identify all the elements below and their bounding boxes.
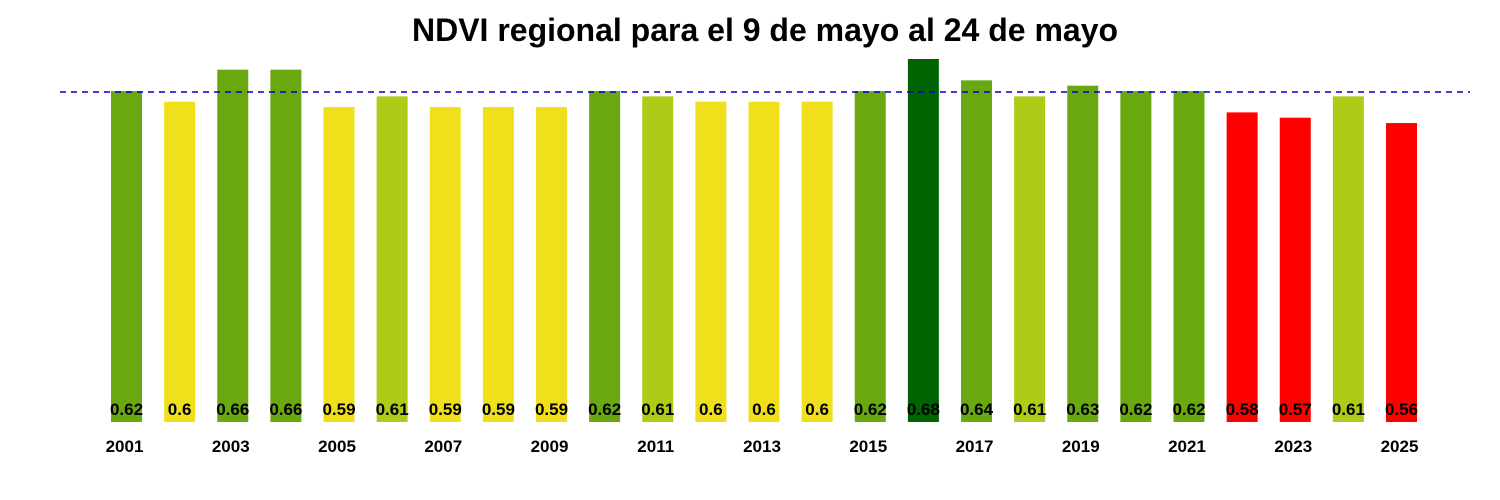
bar-2014 xyxy=(801,101,833,423)
value-label-2002: 0.6 xyxy=(168,400,192,419)
value-label-2016: 0.68 xyxy=(907,400,940,419)
value-label-2018: 0.61 xyxy=(1013,400,1046,419)
bar-2011 xyxy=(642,96,674,422)
bar-2016 xyxy=(907,59,939,422)
value-label-2014: 0.6 xyxy=(805,400,829,419)
bar-2015 xyxy=(854,91,886,422)
bar-2018 xyxy=(1014,96,1046,422)
bar-2003 xyxy=(217,69,249,423)
x-tick-label-2023: 2023 xyxy=(1274,437,1312,456)
value-label-2024: 0.61 xyxy=(1332,400,1365,419)
value-label-2023: 0.57 xyxy=(1279,400,1312,419)
x-axis-ticks-layer: 2001 2003 2005 2007 2009 2011 2013 2015 2017 2019… xyxy=(106,437,1419,456)
x-tick-label-2009: 2009 xyxy=(531,437,569,456)
bar-2025 xyxy=(1386,123,1417,422)
value-label-2009: 0.59 xyxy=(535,400,568,419)
bar-2009 xyxy=(536,107,567,422)
value-label-2003: 0.66 xyxy=(216,400,249,419)
x-tick-label-2011: 2011 xyxy=(637,437,674,456)
value-label-2001: 0.62 xyxy=(110,400,143,419)
x-tick-label-2013: 2013 xyxy=(743,437,781,456)
bar-2024 xyxy=(1332,96,1364,422)
bar-2004 xyxy=(270,69,302,423)
value-label-2017: 0.64 xyxy=(960,400,994,419)
bar-2002 xyxy=(164,101,196,423)
x-tick-label-2007: 2007 xyxy=(424,437,462,456)
bar-2013 xyxy=(748,101,780,423)
value-labels-layer: 0.62 0.6 0.66 0.66 0.59 0.61 0.59 0.59 0.59 0.62 0… xyxy=(110,400,1418,419)
x-tick-label-2005: 2005 xyxy=(318,437,356,456)
value-label-2006: 0.61 xyxy=(376,400,409,419)
value-label-2005: 0.59 xyxy=(322,400,355,419)
bar-2007 xyxy=(429,107,461,422)
x-tick-label-2003: 2003 xyxy=(212,437,250,456)
bar-2006 xyxy=(376,96,408,422)
value-label-2004: 0.66 xyxy=(269,400,302,419)
value-label-2012: 0.6 xyxy=(699,400,723,419)
x-tick-label-2017: 2017 xyxy=(956,437,994,456)
x-tick-label-2001: 2001 xyxy=(106,437,144,456)
chart-title: NDVI regional para el 9 de mayo al 24 de… xyxy=(411,12,1119,48)
value-label-2021: 0.62 xyxy=(1172,400,1205,419)
value-label-2008: 0.59 xyxy=(482,400,515,419)
value-label-2007: 0.59 xyxy=(429,400,462,419)
value-label-2013: 0.6 xyxy=(752,400,776,419)
bar-2012 xyxy=(695,101,727,423)
bar-2019 xyxy=(1067,85,1099,423)
bar-2017 xyxy=(961,80,992,423)
value-label-2010: 0.62 xyxy=(588,400,621,419)
bar-2021 xyxy=(1173,91,1205,422)
value-label-2022: 0.58 xyxy=(1226,400,1259,419)
x-tick-label-2025: 2025 xyxy=(1381,437,1419,456)
bar-2008 xyxy=(482,107,514,422)
x-tick-label-2015: 2015 xyxy=(849,437,887,456)
value-label-2020: 0.62 xyxy=(1119,400,1152,419)
value-label-2015: 0.62 xyxy=(854,400,887,419)
bar-2001 xyxy=(111,91,142,422)
bar-2005 xyxy=(323,107,355,422)
x-tick-label-2021: 2021 xyxy=(1168,437,1206,456)
bar-2023 xyxy=(1279,117,1311,423)
bars-layer xyxy=(111,59,1417,423)
bar-2020 xyxy=(1120,91,1152,422)
bar-2010 xyxy=(589,91,621,422)
value-label-2025: 0.56 xyxy=(1385,400,1418,419)
value-label-2011: 0.61 xyxy=(641,400,674,419)
value-label-2019: 0.63 xyxy=(1066,400,1099,419)
bar-2022 xyxy=(1226,112,1258,422)
x-tick-label-2019: 2019 xyxy=(1062,437,1100,456)
